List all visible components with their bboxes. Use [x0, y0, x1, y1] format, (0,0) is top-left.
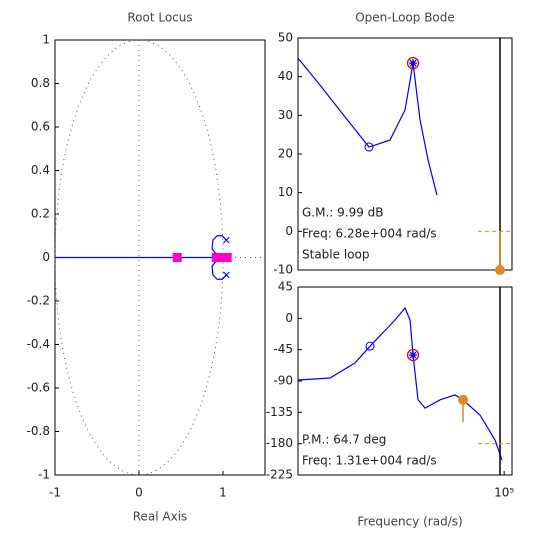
y-tick-label: 30: [278, 108, 293, 122]
y-tick-label: 0: [42, 250, 50, 264]
closed-loop-pole: [216, 253, 226, 262]
plot-background: [0, 0, 265, 530]
axes-box: [297, 286, 513, 476]
curve: [297, 57, 438, 196]
y-tick-label: 0.8: [31, 76, 50, 90]
y-tick-label: 1: [42, 33, 50, 47]
chart-title: Open-Loop Bode: [355, 11, 455, 25]
x-tick-label: 10⁵: [494, 486, 514, 500]
chart-title: Root Locus: [127, 11, 192, 25]
annotation: G.M.: 9.99 dB: [302, 206, 384, 220]
y-tick-label: -0.4: [27, 337, 50, 351]
closed-loop-pole: [211, 253, 221, 262]
y-tick-label: -90: [273, 374, 293, 388]
y-tick-label: 0.2: [31, 207, 50, 221]
y-tick-label: 20: [278, 147, 293, 161]
pole-ring: [406, 348, 420, 362]
closed-loop-pole: [222, 253, 232, 262]
y-tick-label: 50: [278, 31, 293, 45]
annotation: P.M.: 64.7 deg: [302, 433, 386, 447]
y-tick-label: 40: [278, 69, 293, 83]
y-tick-label: -45: [273, 342, 293, 356]
y-tick-label: -1: [38, 468, 50, 482]
open-loop-pole: [223, 271, 230, 279]
annotation: Stable loop: [302, 248, 369, 262]
zero-marker: [365, 341, 375, 351]
y-tick-label: 0.4: [31, 163, 50, 177]
curve: [211, 257, 227, 280]
x-tick-label: 0: [135, 486, 143, 500]
curve: [211, 235, 227, 258]
y-tick-label: 0: [285, 311, 293, 325]
y-tick-label: 45: [278, 280, 293, 294]
x-axis-label: Frequency (rad/s): [357, 515, 462, 529]
y-tick-label: 0: [285, 224, 293, 238]
y-tick-label: -225: [266, 468, 293, 482]
open-loop-pole: [223, 236, 230, 244]
zero-marker: [364, 142, 374, 152]
y-tick-label: -0.6: [27, 381, 50, 395]
curve: [297, 306, 503, 461]
x-axis-label: Real Axis: [133, 510, 188, 524]
y-tick-label: 10: [278, 185, 293, 199]
y-tick-label: -10: [273, 263, 293, 277]
closed-loop-pole: [172, 253, 182, 262]
margin-marker: [495, 265, 506, 275]
y-tick-label: -135: [266, 405, 293, 419]
margin-marker: [458, 394, 469, 405]
y-tick-label: -0.8: [27, 424, 50, 438]
x-tick-label: -1: [49, 486, 61, 500]
pole-marker: [409, 59, 418, 68]
y-tick-label: 0.6: [31, 120, 50, 134]
pole-ring: [406, 56, 420, 70]
annotation: Freq: 1.31e+004 rad/s: [302, 454, 437, 468]
pole-marker: [409, 351, 418, 360]
annotation: Freq: 6.28e+004 rad/s: [302, 227, 437, 241]
y-tick-label: -180: [266, 436, 293, 450]
x-tick-label: 1: [219, 486, 227, 500]
y-tick-label: -0.2: [27, 294, 50, 308]
